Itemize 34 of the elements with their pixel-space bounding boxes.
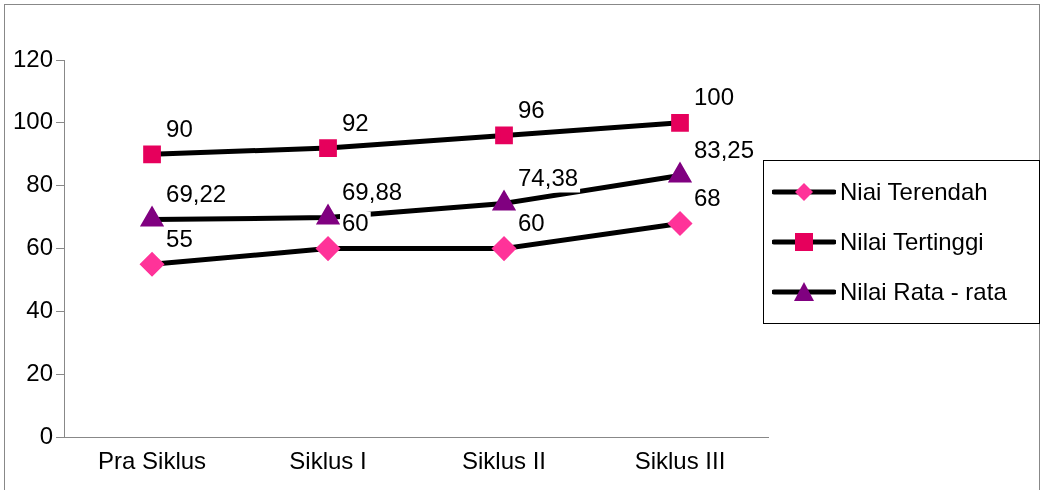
y-tick-label: 20 <box>26 358 54 386</box>
data-label: 69,22 <box>166 180 227 208</box>
y-tick-label: 0 <box>39 421 54 449</box>
x-tick-label: Siklus I <box>289 447 367 475</box>
point <box>671 114 689 132</box>
x-tick-label: Siklus II <box>462 447 547 475</box>
y-tick-label: 80 <box>26 170 54 198</box>
point <box>319 139 337 157</box>
x-tick-label: Pra Siklus <box>98 447 207 475</box>
data-label: 68 <box>694 184 721 212</box>
legend-label: Nilai Rata - rata <box>840 278 1007 306</box>
data-label: 60 <box>342 209 369 237</box>
point <box>492 237 516 261</box>
data-label: 60 <box>518 209 545 237</box>
data-label: 74,38 <box>518 164 579 192</box>
point <box>140 252 164 276</box>
data-label: 100 <box>694 83 735 111</box>
data-label: 90 <box>166 114 193 142</box>
data-label: 55 <box>166 224 193 252</box>
point <box>495 126 513 145</box>
y-tick-label: 100 <box>13 107 54 135</box>
point <box>143 145 161 164</box>
y-tick-label: 60 <box>26 233 54 261</box>
legend-label: Nilai Tertinggi <box>840 228 984 256</box>
y-tick-label: 120 <box>13 44 54 72</box>
point <box>668 211 692 235</box>
data-label: 96 <box>518 96 545 124</box>
data-label: 83,25 <box>694 136 755 164</box>
data-label: 92 <box>342 108 369 136</box>
data-label: 69,88 <box>342 178 403 206</box>
legend-label: Niai Terendah <box>840 178 988 206</box>
point <box>316 237 340 261</box>
x-tick-label: Siklus III <box>634 447 726 475</box>
y-tick-label: 40 <box>26 296 54 324</box>
